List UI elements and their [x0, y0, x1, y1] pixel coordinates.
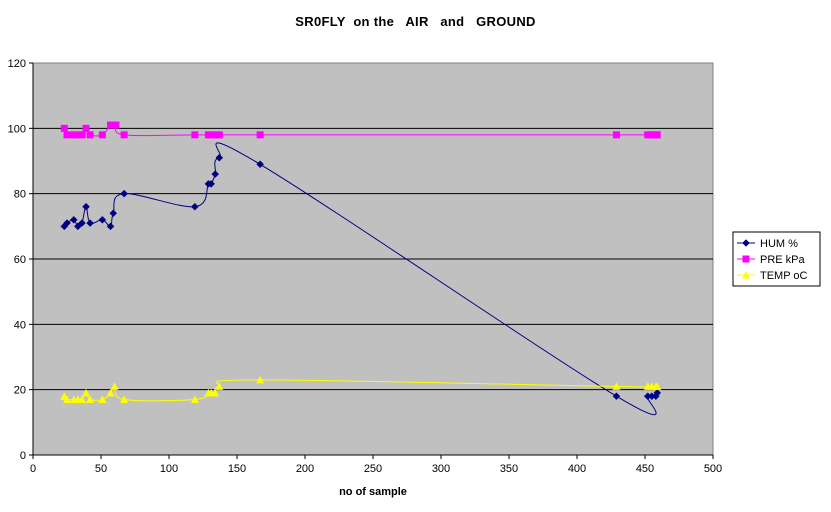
legend-label-hum: HUM % [760, 238, 798, 250]
x-tick-label: 400 [568, 463, 586, 475]
data-point-pre-kpa [60, 124, 68, 132]
data-point-temp-oc [77, 395, 86, 403]
data-point-pre-kpa [207, 131, 215, 139]
data-point-temp-oc [82, 388, 91, 397]
y-tick-label: 0 [20, 450, 26, 462]
data-point-temp-oc [612, 382, 621, 390]
data-point-hum [86, 219, 94, 227]
data-point-temp-oc [256, 375, 265, 384]
y-tick-label: 100 [8, 123, 26, 135]
data-point-pre-kpa [211, 131, 219, 139]
data-point-hum [207, 180, 216, 188]
chart-title: SR0FLY on the AIR and GROUND [295, 14, 536, 29]
data-point-pre-kpa [78, 131, 86, 139]
x-tick-label: 450 [636, 463, 654, 475]
data-point-hum [190, 202, 199, 211]
x-tick-label: 500 [704, 463, 722, 475]
data-point-temp-oc [211, 388, 220, 397]
data-point-temp-oc [215, 382, 224, 390]
data-point-temp-oc [120, 395, 129, 403]
series-pre-kpa [60, 121, 661, 139]
x-tick-label: 300 [432, 463, 450, 475]
x-axis-label: no of sample [339, 486, 407, 498]
data-point-pre-kpa [648, 131, 656, 139]
data-point-pre-kpa [63, 131, 71, 139]
data-point-pre-kpa [98, 131, 106, 139]
y-tick-label: 60 [14, 254, 26, 266]
y-tick-label: 20 [14, 385, 26, 397]
data-point-hum [69, 215, 78, 224]
axes: 0 20 40 60 80 100 120 0 50 100 150 200 250 300 350 400 4… [8, 58, 723, 475]
data-point-pre-kpa [653, 131, 661, 139]
data-point-hum [98, 215, 107, 224]
series-hum [60, 142, 662, 416]
x-tick-label: 250 [364, 463, 382, 475]
data-point-hum [653, 389, 662, 397]
grid-lines [33, 127, 713, 391]
legend-marker-hum [742, 239, 750, 247]
data-point-hum [256, 160, 264, 169]
y-tick-label: 40 [14, 319, 26, 331]
data-point-hum [109, 209, 118, 218]
data-point-pre-kpa [112, 121, 120, 129]
data-point-temp-oc [63, 395, 71, 403]
data-point-temp-oc [86, 395, 95, 403]
data-point-pre-kpa [644, 131, 652, 139]
y-tick-label: 80 [14, 189, 26, 201]
data-point-hum [215, 153, 224, 162]
x-tick-label: 350 [500, 463, 518, 475]
data-point-pre-kpa [191, 131, 199, 139]
x-tick-label: 50 [95, 463, 107, 475]
data-point-pre-kpa [82, 124, 90, 132]
x-tick-label: 200 [296, 463, 314, 475]
data-point-hum [120, 189, 128, 198]
data-point-hum [82, 202, 90, 211]
legend-marker-temp-oc [742, 271, 750, 279]
x-tick-label: 0 [30, 463, 36, 475]
data-point-pre-kpa [74, 131, 82, 139]
data-point-temp-oc [98, 395, 107, 403]
legend-label-temp-oc: TEMP oC [760, 270, 808, 282]
x-tick-label: 150 [228, 463, 246, 475]
series-temp-oc [60, 375, 662, 403]
data-point-pre-kpa [70, 131, 78, 139]
data-point-hum [106, 222, 115, 231]
legend: HUM % PRE kPa TEMP oC [732, 231, 821, 287]
x-tick-label: 100 [160, 463, 178, 475]
data-point-pre-kpa [215, 131, 223, 139]
y-tick-label: 120 [8, 58, 26, 70]
data-point-pre-kpa [86, 131, 94, 139]
data-point-hum [63, 219, 71, 227]
series-layer [60, 121, 662, 416]
data-point-temp-oc [190, 395, 199, 403]
legend-marker-pre-kpa [742, 255, 750, 263]
legend-label-pre-kpa: PRE kPa [760, 254, 806, 266]
data-point-pre-kpa [256, 131, 264, 139]
data-point-temp-oc [110, 382, 119, 390]
data-point-hum [78, 219, 86, 227]
data-point-temp-oc [106, 388, 115, 397]
data-point-hum [612, 392, 621, 401]
data-point-hum [211, 170, 220, 178]
data-point-pre-kpa [612, 131, 620, 139]
data-point-temp-oc [653, 382, 662, 390]
data-point-pre-kpa [120, 131, 128, 139]
